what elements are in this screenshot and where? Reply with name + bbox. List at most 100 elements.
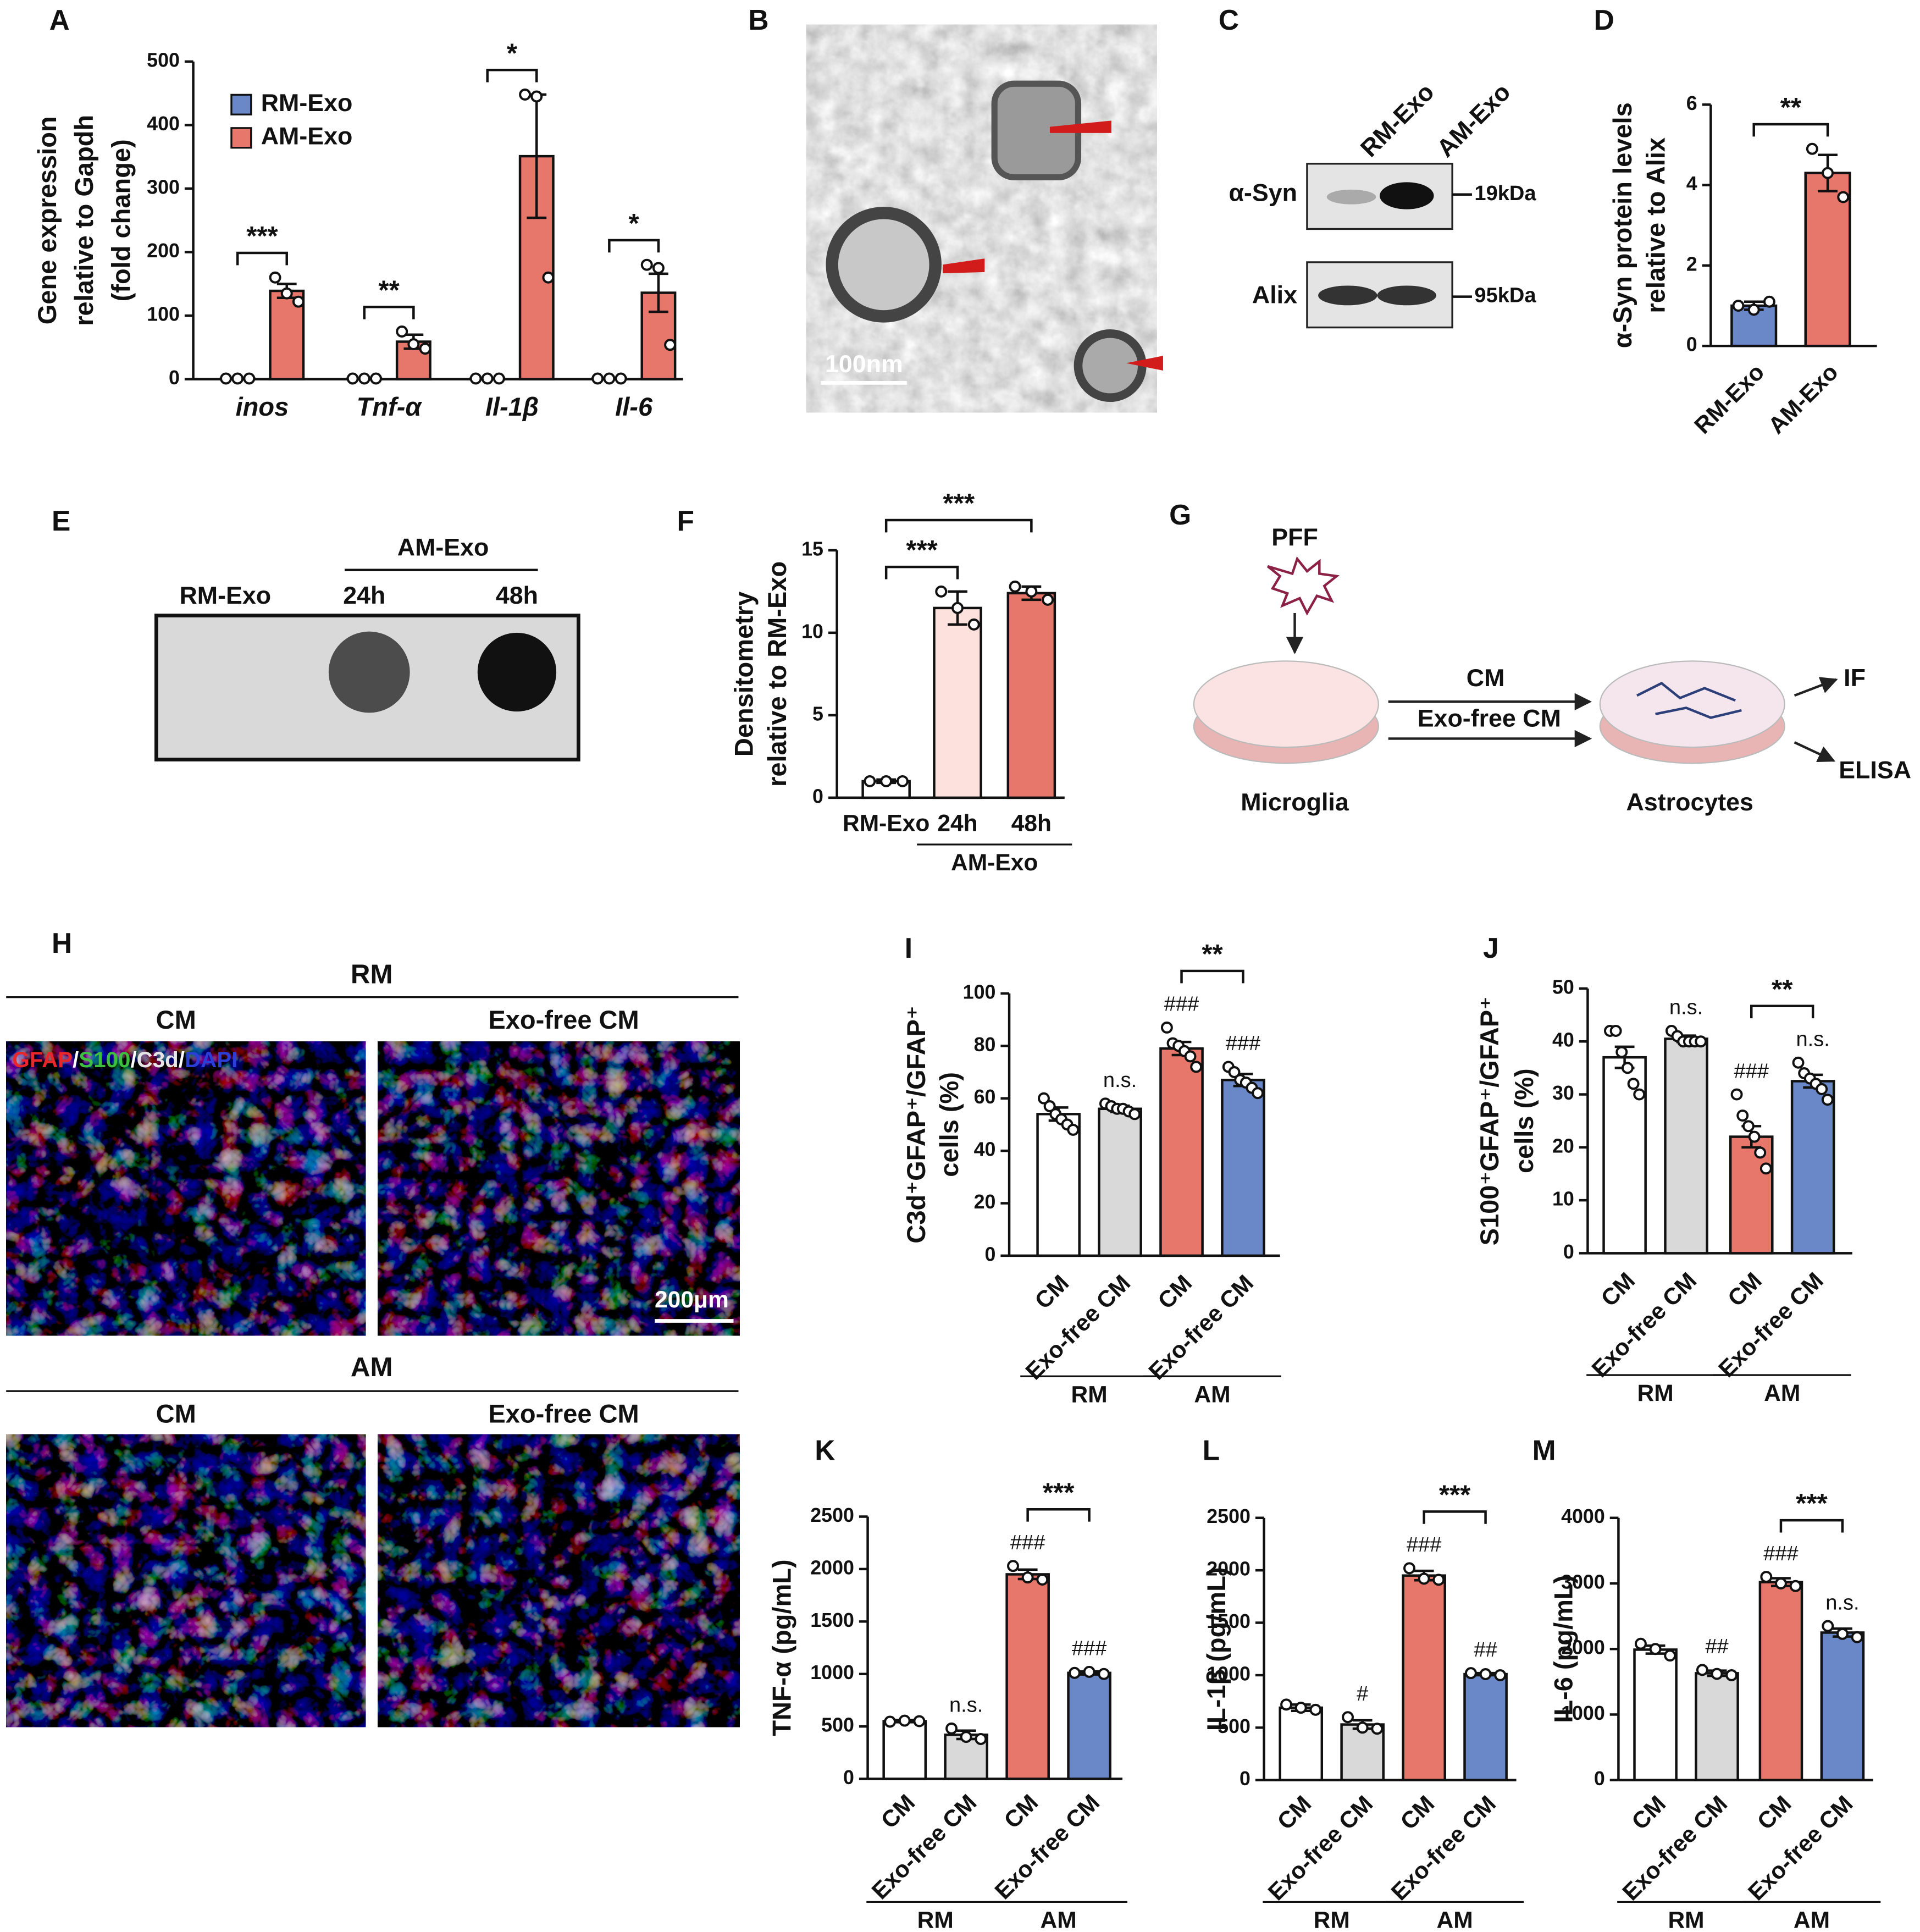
y-tick-label: 6	[1686, 92, 1697, 114]
data-point	[1821, 1094, 1834, 1106]
stimulus-label: PFF	[1271, 524, 1318, 551]
panel-label: J	[1483, 932, 1499, 964]
x-tick-label: CM	[1723, 1267, 1767, 1312]
group-label: AM	[1194, 1381, 1230, 1407]
data-point	[407, 338, 420, 351]
column-label: CM	[156, 1005, 196, 1034]
data-point	[951, 601, 964, 614]
annotation: ##	[1474, 1638, 1497, 1661]
bar	[1820, 1631, 1865, 1781]
data-point	[1098, 1668, 1110, 1680]
significance-bracket	[1750, 1004, 1814, 1019]
significance-label: **	[1772, 974, 1793, 1004]
group-label: AM	[1764, 1380, 1800, 1406]
y-tick-label: 0	[812, 785, 823, 807]
significance-bracket	[1180, 969, 1244, 984]
data-point	[1042, 593, 1054, 606]
data-point	[1816, 1083, 1828, 1095]
x-tick-label: CM	[1626, 1791, 1671, 1835]
annotation: ###	[1164, 993, 1199, 1016]
data-point	[542, 271, 555, 284]
significance-bracket	[486, 69, 538, 82]
significance-bracket	[1026, 1508, 1091, 1522]
arrow	[1049, 120, 1111, 133]
y-axis-label: S100⁺GFAP⁺/GFAP⁺	[1475, 996, 1504, 1245]
arrow	[943, 258, 985, 274]
significance-bracket	[1779, 1519, 1844, 1533]
data-point	[481, 372, 494, 385]
significance-label: **	[378, 275, 400, 305]
bar	[1402, 1574, 1446, 1781]
data-point	[1160, 1021, 1173, 1034]
data-point	[1036, 1574, 1049, 1586]
panel-label: A	[49, 4, 70, 36]
y-axis-label: α-Syn protein levels	[1608, 102, 1637, 348]
data-point	[1184, 1050, 1197, 1063]
data-point	[1774, 1577, 1787, 1589]
readout-label: ELISA	[1839, 757, 1911, 784]
data-point	[615, 372, 627, 385]
data-point	[1068, 1666, 1081, 1679]
y-tick-label: 1000	[810, 1661, 854, 1683]
data-point	[1418, 1572, 1430, 1585]
bar	[1633, 1648, 1678, 1781]
y-tick-label: 1000	[1561, 1702, 1605, 1724]
y-tick-label: 1500	[1207, 1610, 1251, 1632]
y-axis-label: relative to RM-Exo	[762, 561, 792, 787]
x-tick-label: CM	[1395, 1791, 1440, 1835]
significance-bracket	[1752, 123, 1829, 137]
y-tick-label: 0	[843, 1767, 854, 1789]
data-point	[1464, 1667, 1477, 1680]
row-label: AM	[351, 1352, 393, 1382]
treatment-label: Exo-free CM	[1418, 705, 1561, 732]
group-label: RM	[1637, 1380, 1673, 1406]
bar	[1729, 1135, 1774, 1255]
significance-bracket	[884, 518, 1033, 533]
y-axis-label: IL-6 (pg/mL)	[1549, 1575, 1578, 1723]
significance-label: **	[1202, 939, 1223, 969]
data-point	[935, 585, 948, 598]
annotation: ###	[1734, 1059, 1768, 1083]
data-point	[1621, 1062, 1634, 1074]
data-point	[1760, 1571, 1773, 1583]
data-point	[1494, 1669, 1507, 1681]
y-tick-label: 500	[821, 1714, 854, 1736]
group-label: AM	[1794, 1907, 1830, 1932]
data-point	[1759, 1162, 1772, 1175]
readout-label: IF	[1844, 664, 1866, 692]
y-tick-label: 0	[1594, 1768, 1605, 1790]
data-point	[1851, 1631, 1863, 1643]
x-tick-label: Il-6	[615, 392, 653, 421]
target-label: Astrocytes	[1626, 788, 1753, 816]
panel-label: L	[1203, 1434, 1220, 1466]
significance-bracket	[1423, 1510, 1487, 1524]
separator: /	[73, 1047, 79, 1072]
y-tick-label: 2000	[1561, 1637, 1605, 1659]
data-point	[1342, 1711, 1354, 1724]
panel-label: C	[1219, 4, 1239, 36]
data-point	[1403, 1562, 1415, 1575]
data-point	[884, 1715, 897, 1728]
x-tick-label: AM-Exo	[1763, 359, 1844, 439]
data-point	[231, 372, 244, 385]
scale-label: 100nm	[825, 350, 903, 378]
legend-swatch	[230, 93, 252, 115]
panel-label: K	[815, 1434, 835, 1466]
x-tick-label: CM	[1596, 1267, 1640, 1312]
data-point	[1371, 1723, 1384, 1735]
arrow	[1794, 741, 1836, 762]
dot	[477, 632, 557, 712]
x-tick-label: RM-Exo	[843, 810, 929, 836]
data-point	[1763, 295, 1775, 308]
separator: /	[179, 1047, 185, 1072]
data-point	[913, 1715, 926, 1727]
micrograph	[378, 1041, 740, 1336]
fibril	[1266, 556, 1340, 616]
panel-label: M	[1532, 1434, 1556, 1466]
bar	[882, 1720, 927, 1780]
data-point	[1748, 1130, 1761, 1143]
significance-label: ***	[1439, 1480, 1471, 1510]
y-tick-label: 40	[974, 1139, 996, 1161]
y-axis-label: cells (%)	[934, 1072, 964, 1177]
